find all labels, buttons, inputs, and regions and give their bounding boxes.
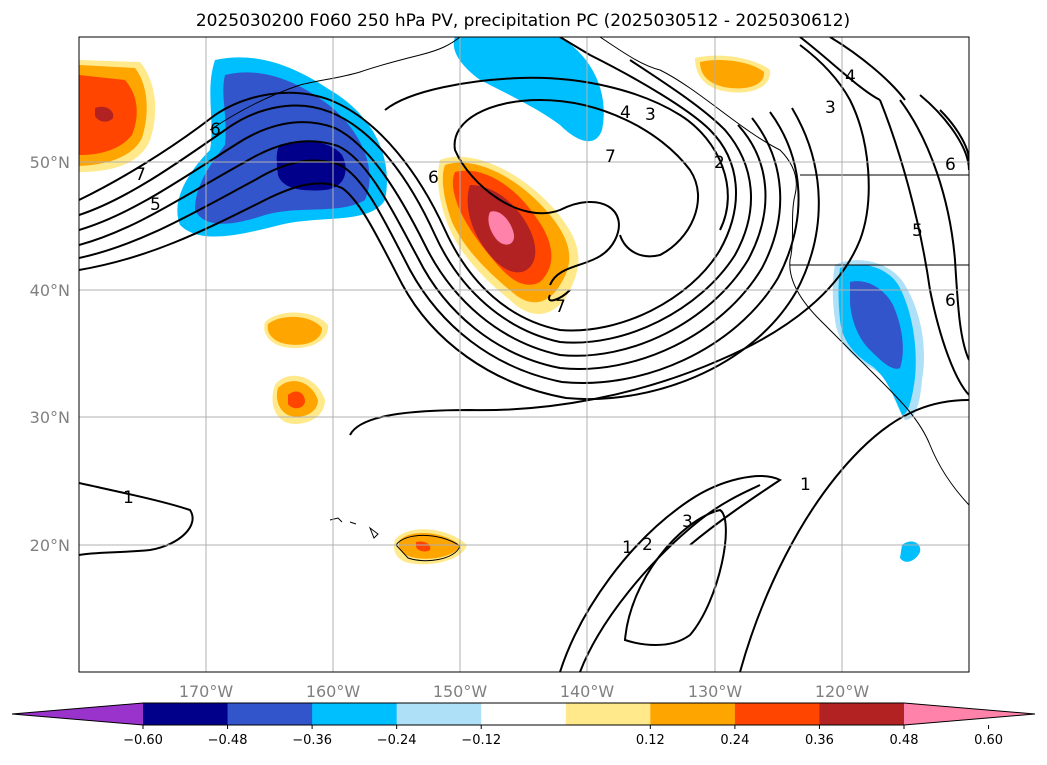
colorbar-tick-label: 0.12 xyxy=(636,733,665,748)
lon-label-140w: 140°W xyxy=(560,682,615,701)
pv-label: 7 xyxy=(135,165,146,185)
pv-label: 1 xyxy=(123,488,134,508)
pv-label: 3 xyxy=(645,105,656,125)
lat-label-20n: 20°N xyxy=(30,536,70,555)
pv-label: 7 xyxy=(555,297,566,317)
colorbar-segment xyxy=(312,703,398,725)
pv-contour-labels: 7 5 6 6 7 4 3 7 2 4 3 6 5 6 1 1 2 3 1 xyxy=(123,67,956,558)
pv-label: 4 xyxy=(620,103,631,123)
lat-label-30n: 30°N xyxy=(30,408,70,427)
pv-label: 6 xyxy=(210,120,221,140)
lat-label-50n: 50°N xyxy=(30,153,70,172)
colorbar-tick-label: 0.36 xyxy=(805,733,834,748)
lon-label-130w: 130°W xyxy=(688,682,743,701)
colorbar-segment xyxy=(819,703,905,725)
colorbar-segment xyxy=(143,703,229,725)
colorbar-segment xyxy=(396,703,482,725)
lat-label-40n: 40°N xyxy=(30,281,70,300)
colorbar-segment xyxy=(734,703,820,725)
lon-label-170w: 170°W xyxy=(179,682,234,701)
colorbar-tick-label: −0.48 xyxy=(208,733,248,748)
map-content: 7 5 6 6 7 4 3 7 2 4 3 6 5 6 1 1 2 3 1 xyxy=(79,37,969,672)
pv-label: 6 xyxy=(428,168,439,188)
pv-label: 4 xyxy=(845,67,856,87)
pv-label: 3 xyxy=(825,98,836,118)
pv-label: 5 xyxy=(912,221,923,241)
pv-label: 3 xyxy=(682,512,693,532)
lon-label-160w: 160°W xyxy=(306,682,361,701)
colorbar-segment xyxy=(481,703,567,725)
colorbar: −0.60 −0.48 −0.36 −0.24 −0.12 0.12 0.24 0.36 0.4… xyxy=(11,702,1036,748)
colorbar-extend-low xyxy=(12,703,143,725)
pv-label: 5 xyxy=(150,195,161,215)
lon-label-150w: 150°W xyxy=(433,682,488,701)
pv-label: 7 xyxy=(605,147,616,167)
pv-label: 2 xyxy=(714,153,725,173)
colorbar-tick-label: 0.48 xyxy=(890,733,919,748)
lon-label-120w: 120°W xyxy=(815,682,870,701)
colorbar-tick-label: 0.24 xyxy=(720,733,749,748)
pv-label: 1 xyxy=(800,475,811,495)
colorbar-tick-label: −0.12 xyxy=(461,733,501,748)
colorbar-tick-label: −0.36 xyxy=(292,733,332,748)
colorbar-tick-label: 0.60 xyxy=(974,733,1003,748)
colorbar-segment xyxy=(227,703,313,725)
precip-negative-north xyxy=(453,37,604,142)
latitude-labels: 50°N 40°N 30°N 20°N xyxy=(30,153,70,555)
pv-label: 2 xyxy=(642,535,653,555)
colorbar-extend-high xyxy=(904,703,1035,725)
map-title: 2025030200 F060 250 hPa PV, precipitatio… xyxy=(196,11,850,31)
map-border xyxy=(78,36,970,673)
pv-label: 6 xyxy=(945,291,956,311)
longitude-labels: 170°W 160°W 150°W 140°W 130°W 120°W xyxy=(179,682,870,701)
graticule xyxy=(79,37,969,672)
colorbar-tick-label: −0.24 xyxy=(377,733,417,748)
pv-label: 1 xyxy=(622,538,633,558)
colorbar-segment xyxy=(650,703,736,725)
colorbar-tick-label: −0.60 xyxy=(123,733,163,748)
pv-label: 6 xyxy=(945,155,956,175)
colorbar-segment xyxy=(565,703,651,725)
